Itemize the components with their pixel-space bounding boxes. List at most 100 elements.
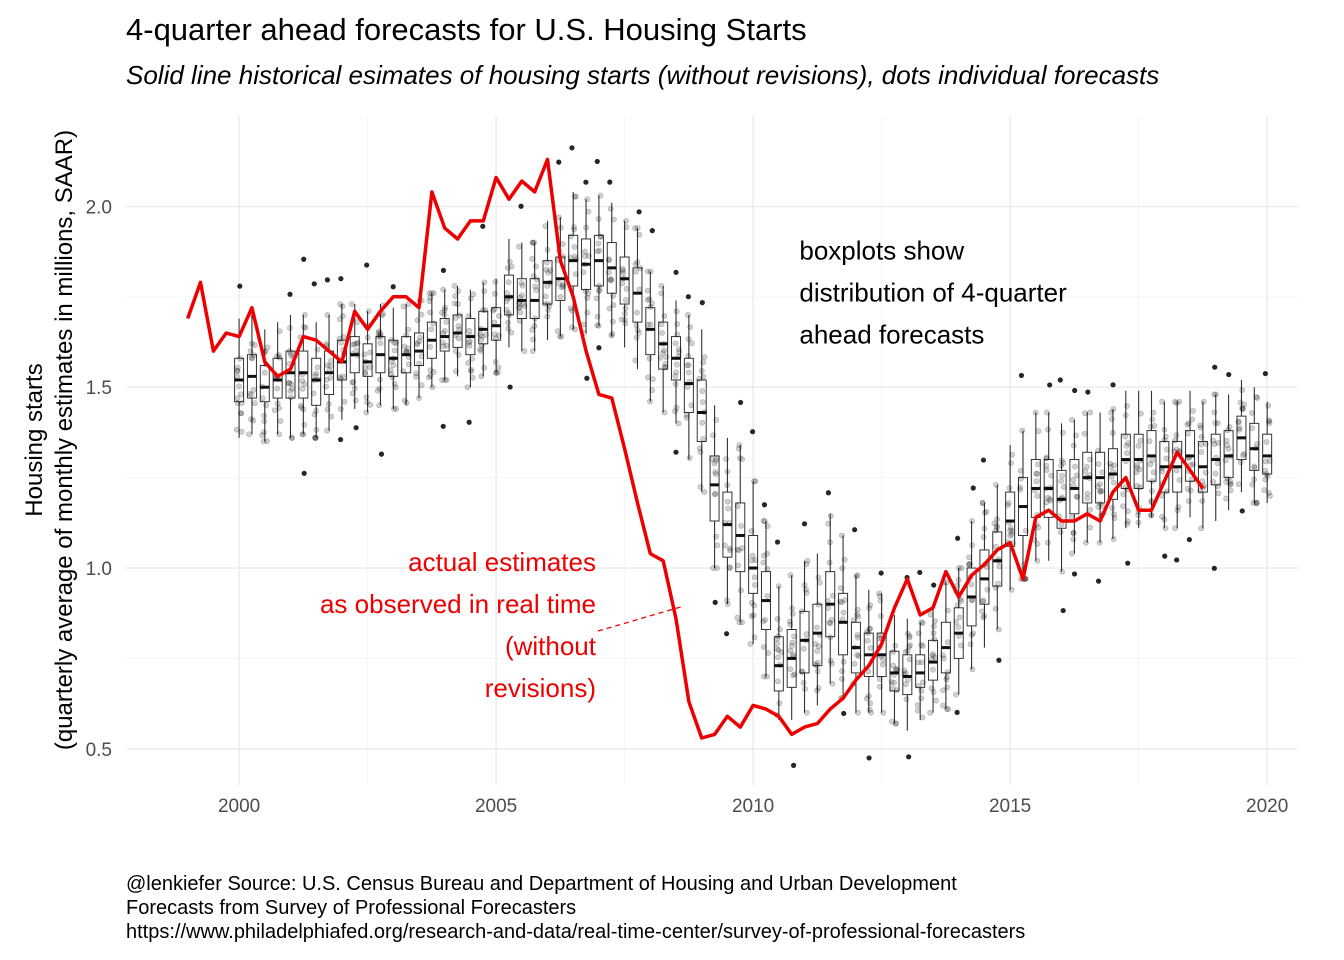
forecast-point bbox=[469, 374, 476, 381]
forecast-point bbox=[1225, 445, 1232, 452]
forecast-point bbox=[684, 383, 691, 390]
forecast-point bbox=[1224, 427, 1231, 434]
forecast-point bbox=[632, 225, 638, 232]
forecast-boxplot bbox=[529, 242, 540, 352]
forecast-point bbox=[250, 386, 257, 393]
forecast-point bbox=[927, 709, 933, 716]
forecast-point bbox=[1069, 416, 1075, 423]
forecast-point bbox=[903, 696, 910, 703]
forecast-point bbox=[300, 431, 307, 438]
forecast-point bbox=[506, 258, 513, 265]
forecast-point bbox=[443, 342, 450, 349]
box-iqr bbox=[1223, 430, 1234, 479]
forecast-point bbox=[508, 263, 515, 270]
forecast-point bbox=[1239, 387, 1246, 394]
forecast-point bbox=[1095, 461, 1102, 467]
box-iqr bbox=[632, 267, 643, 323]
forecast-boxplot bbox=[722, 437, 733, 605]
forecast-point bbox=[1107, 460, 1113, 467]
forecast-point bbox=[1215, 490, 1222, 497]
forecast-point bbox=[943, 674, 950, 681]
forecast-point bbox=[1095, 447, 1102, 454]
forecast-boxplot bbox=[516, 242, 527, 352]
forecast-point bbox=[940, 652, 946, 659]
forecast-point bbox=[1059, 494, 1065, 501]
forecast-point bbox=[405, 326, 411, 333]
forecast-point bbox=[1033, 470, 1040, 477]
forecast-point bbox=[658, 283, 665, 289]
forecast-point bbox=[430, 369, 437, 375]
forecast-point bbox=[697, 484, 704, 490]
forecast-point bbox=[1185, 454, 1192, 461]
forecast-point bbox=[674, 331, 681, 338]
forecast-point bbox=[968, 597, 975, 603]
forecast-point bbox=[726, 519, 733, 526]
forecast-point bbox=[825, 520, 832, 527]
forecast-point bbox=[710, 432, 717, 439]
forecast-point bbox=[789, 605, 795, 612]
outlier-point bbox=[518, 203, 524, 209]
forecast-point bbox=[764, 566, 771, 572]
forecast-boxplot bbox=[1082, 412, 1093, 543]
forecast-boxplot bbox=[1056, 423, 1067, 572]
forecast-boxplot bbox=[1197, 401, 1208, 529]
forecast-point bbox=[400, 303, 407, 310]
forecast-point bbox=[787, 572, 794, 579]
forecast-point bbox=[493, 369, 499, 376]
outlier-point bbox=[685, 294, 691, 300]
forecast-point bbox=[711, 491, 718, 498]
forecast-point bbox=[1222, 457, 1229, 464]
forecast-point bbox=[749, 552, 756, 559]
forecast-point bbox=[1070, 529, 1077, 536]
forecast-point bbox=[699, 419, 706, 426]
box-iqr bbox=[709, 455, 720, 522]
forecast-point bbox=[661, 347, 667, 354]
forecast-point bbox=[632, 357, 639, 364]
forecast-point bbox=[1176, 477, 1183, 483]
forecast-point bbox=[481, 279, 488, 286]
forecast-point bbox=[595, 216, 602, 222]
forecast-point bbox=[1199, 498, 1206, 504]
forecast-point bbox=[490, 307, 497, 314]
forecast-point bbox=[571, 253, 578, 260]
forecast-point bbox=[362, 369, 368, 376]
forecast-point bbox=[1086, 472, 1093, 478]
forecast-point bbox=[634, 225, 641, 232]
forecast-point bbox=[594, 322, 601, 329]
forecast-point bbox=[824, 597, 831, 604]
forecast-point bbox=[238, 428, 245, 435]
forecast-point bbox=[970, 630, 977, 637]
forecast-point bbox=[1096, 539, 1103, 546]
forecast-point bbox=[466, 342, 473, 349]
forecast-point bbox=[1161, 437, 1168, 444]
forecast-boxplot bbox=[1043, 412, 1054, 561]
forecast-point bbox=[1083, 474, 1090, 481]
forecast-point bbox=[311, 377, 318, 384]
forecast-point bbox=[299, 377, 306, 384]
forecast-point bbox=[1059, 429, 1066, 436]
forecast-point bbox=[1081, 430, 1088, 437]
forecast-point bbox=[492, 278, 499, 285]
forecast-point bbox=[414, 317, 421, 324]
forecast-point bbox=[452, 293, 459, 300]
forecast-point bbox=[761, 673, 767, 680]
forecast-point bbox=[902, 649, 909, 655]
forecast-point bbox=[760, 644, 767, 651]
forecast-point bbox=[367, 349, 374, 356]
forecast-point bbox=[891, 679, 897, 686]
box-iqr bbox=[619, 256, 630, 305]
forecast-point bbox=[301, 311, 308, 318]
forecast-point bbox=[466, 338, 473, 345]
forecast-point bbox=[1159, 513, 1165, 520]
forecast-point bbox=[815, 643, 822, 650]
forecast-point bbox=[506, 312, 512, 318]
forecast-point bbox=[906, 643, 913, 650]
forecast-point bbox=[440, 330, 447, 337]
forecast-point bbox=[516, 304, 522, 311]
forecast-point bbox=[1070, 482, 1077, 489]
y-axis-title-line2: (quarterly average of monthly estimates … bbox=[51, 130, 78, 750]
forecast-point bbox=[700, 373, 707, 380]
forecast-point bbox=[814, 659, 821, 666]
forecast-point bbox=[573, 256, 580, 263]
forecast-point bbox=[659, 330, 666, 336]
